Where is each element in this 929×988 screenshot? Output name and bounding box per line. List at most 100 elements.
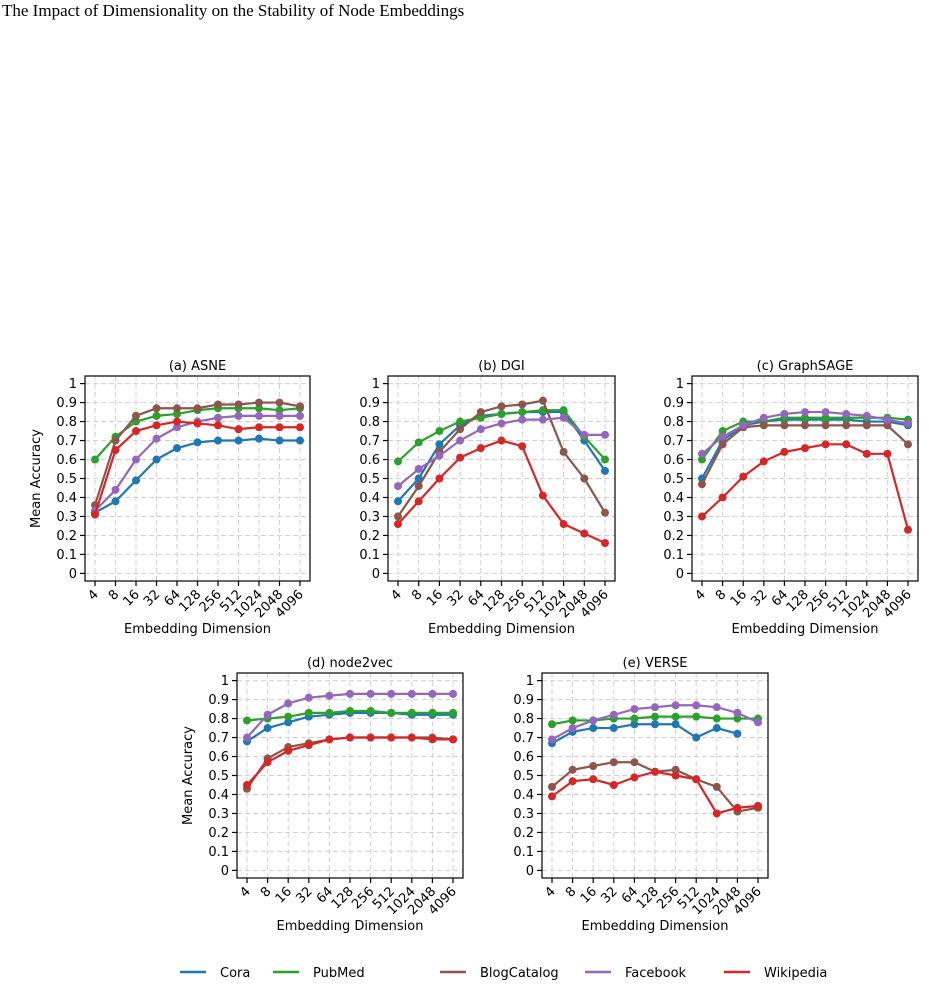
point: [538, 415, 547, 424]
page-header: The Impact of Dimensionality on the Stab…: [2, 1, 464, 20]
point: [538, 491, 547, 500]
point: [754, 801, 762, 810]
point: [883, 421, 892, 430]
y-tick-label: 0.4: [663, 491, 684, 506]
point: [733, 803, 742, 812]
point: [346, 706, 354, 715]
point: [193, 404, 202, 413]
point: [407, 708, 416, 717]
point: [862, 421, 871, 430]
x-tick-label: 8: [258, 884, 274, 900]
point: [387, 689, 396, 698]
point: [651, 703, 659, 712]
point: [435, 451, 444, 460]
point: [712, 809, 721, 818]
point: [692, 701, 701, 710]
y-tick-label: 0.3: [359, 510, 380, 525]
point: [476, 425, 485, 434]
point: [284, 699, 293, 708]
point: [296, 411, 304, 420]
plot-frame: [84, 375, 311, 582]
point: [366, 689, 375, 698]
point: [580, 430, 589, 439]
y-tick-label: 0.6: [663, 453, 684, 468]
point: [568, 716, 577, 725]
point: [476, 444, 485, 453]
point: [518, 400, 527, 409]
point: [152, 404, 161, 413]
y-tick-label: 0: [526, 864, 534, 879]
y-tick-label: 0.6: [513, 750, 534, 765]
legend-label: BlogCatalog: [480, 966, 559, 981]
point: [698, 449, 706, 458]
point: [601, 539, 609, 548]
subplot-title: (c) GraphSAGE: [757, 359, 854, 374]
point: [904, 440, 912, 449]
point: [821, 440, 830, 449]
point: [193, 419, 202, 428]
point: [692, 733, 701, 742]
point: [718, 440, 727, 449]
subplot: 00.10.20.30.40.50.60.70.80.914 8163264128…: [663, 359, 919, 637]
point: [234, 411, 243, 420]
point: [111, 497, 120, 506]
point: [692, 712, 701, 721]
point: [904, 525, 912, 534]
point: [325, 708, 334, 717]
y-tick-label: 0.1: [359, 548, 380, 563]
point: [718, 493, 727, 502]
point: [568, 765, 577, 774]
y-tick-label: 0.7: [56, 434, 77, 449]
point: [255, 398, 263, 407]
point: [284, 718, 293, 727]
x-tick-label: 32: [445, 587, 467, 609]
point: [759, 421, 768, 430]
x-tick-label: 4: [237, 884, 253, 900]
point: [428, 708, 437, 717]
point: [394, 520, 402, 529]
point: [651, 767, 659, 776]
point: [407, 733, 416, 742]
x-axis-label: Embedding Dimension: [582, 919, 729, 934]
point: [712, 724, 721, 733]
point: [152, 421, 161, 430]
point: [234, 436, 243, 445]
point: [214, 421, 222, 430]
y-tick-label: 0.2: [359, 529, 380, 544]
plot-frame: [541, 672, 769, 879]
point: [456, 453, 465, 462]
point: [173, 444, 181, 453]
point: [651, 712, 659, 721]
y-tick-label: 0.4: [208, 788, 229, 803]
y-tick-label: 0.3: [663, 510, 684, 525]
point: [671, 771, 680, 780]
y-tick-label: 0.6: [56, 453, 77, 468]
x-tick-label: 8: [563, 884, 579, 900]
y-tick-label: 0: [676, 567, 684, 582]
point: [284, 712, 293, 721]
point: [346, 689, 354, 698]
point: [601, 466, 609, 475]
series-line: [551, 723, 738, 745]
subplot: 00.10.20.30.40.50.60.70.80.914 8163264128…: [513, 656, 769, 934]
point: [173, 423, 181, 432]
y-tick-label: 0.6: [359, 453, 380, 468]
point: [589, 716, 598, 725]
point: [883, 449, 892, 458]
point: [449, 708, 457, 717]
y-tick-label: 0.7: [359, 434, 380, 449]
x-tick-label: 8: [106, 587, 122, 603]
plot-frame: [236, 672, 464, 879]
y-tick-label: 1: [526, 674, 534, 689]
point: [111, 436, 120, 445]
point: [821, 408, 830, 417]
point: [712, 703, 721, 712]
point: [568, 777, 577, 786]
point: [862, 411, 871, 420]
y-tick-label: 0.9: [513, 693, 534, 708]
point: [263, 724, 272, 733]
y-tick-label: 1: [676, 377, 684, 392]
point: [692, 775, 701, 784]
point: [152, 455, 161, 464]
